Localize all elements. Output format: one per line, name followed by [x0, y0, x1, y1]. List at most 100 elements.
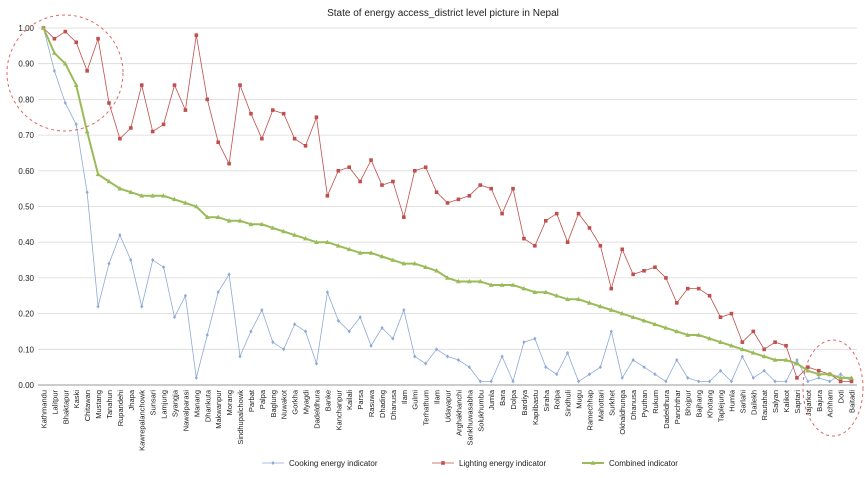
- data-point: [762, 347, 766, 352]
- data-point: [379, 253, 385, 259]
- data-point: [576, 379, 581, 384]
- data-point: [652, 321, 658, 327]
- data-point: [129, 126, 133, 130]
- data-point: [510, 282, 516, 287]
- data-point: [653, 265, 657, 269]
- data-point: [817, 375, 821, 380]
- data-point: [347, 329, 351, 334]
- series-layer: [41, 25, 854, 384]
- data-point: [423, 264, 429, 269]
- data-point: [150, 129, 155, 134]
- data-point: [391, 336, 395, 341]
- data-point: [260, 308, 264, 313]
- data-point: [336, 318, 340, 323]
- data-point: [227, 272, 231, 277]
- data-point: [161, 122, 166, 127]
- y-tick-label: 0.50: [18, 203, 34, 212]
- x-tick-label: Nawalparasi: [181, 390, 190, 432]
- data-point: [96, 304, 100, 309]
- y-tick-label: 0.90: [18, 60, 34, 69]
- data-point: [73, 82, 79, 87]
- data-point: [292, 232, 298, 237]
- data-point: [314, 361, 319, 366]
- data-point: [816, 368, 821, 373]
- data-point: [324, 239, 330, 244]
- data-point: [74, 122, 78, 127]
- data-point: [95, 171, 101, 177]
- data-point: [303, 144, 308, 148]
- y-tick-label: 0.10: [18, 345, 34, 354]
- data-point: [707, 293, 712, 298]
- data-point: [576, 211, 581, 216]
- data-point: [685, 286, 690, 291]
- x-axis: Kathmandu Lalitpur Bhaktapur Kaski Chitawan M…: [39, 389, 856, 451]
- data-point: [194, 375, 198, 380]
- data-point: [576, 296, 581, 302]
- data-point: [347, 165, 352, 170]
- data-point: [795, 358, 799, 363]
- legend-label: Combined indicator: [609, 459, 678, 468]
- data-point: [107, 261, 111, 266]
- x-tick-label: Jhapa: [127, 389, 136, 410]
- data-point: [423, 165, 428, 170]
- data-point: [183, 200, 188, 205]
- data-point: [751, 329, 756, 334]
- x-tick-label: Kapilbastu: [531, 390, 540, 425]
- data-point: [96, 36, 100, 41]
- x-tick-label: Bhojpur: [684, 390, 693, 416]
- data-point: [335, 243, 341, 248]
- x-tick-label: Dolpa: [509, 389, 518, 409]
- data-point: [161, 265, 166, 270]
- data-point: [238, 83, 242, 87]
- data-point: [227, 161, 231, 166]
- x-tick-label: Khotang: [706, 390, 715, 418]
- data-point: [139, 83, 144, 87]
- data-point: [707, 335, 712, 341]
- data-point: [150, 193, 156, 198]
- x-tick-label: Siraha: [542, 389, 551, 412]
- x-tick-label: Makwanpur: [214, 390, 223, 429]
- x-tick-label: Solukhumbu: [476, 390, 485, 432]
- data-point: [718, 339, 723, 344]
- data-point: [434, 347, 439, 352]
- x-tick-label: Bajura: [815, 389, 824, 412]
- x-tick-label: Tanahun: [105, 390, 114, 419]
- data-point: [259, 221, 265, 227]
- x-tick-label: Ilam: [433, 390, 442, 404]
- data-point: [609, 329, 613, 334]
- x-tick-label: Dadeldhura: [662, 389, 671, 429]
- data-point: [172, 315, 177, 320]
- legend-label: Lighting energy indicator: [459, 459, 547, 468]
- data-point: [51, 50, 57, 55]
- data-point: [205, 333, 209, 338]
- data-point: [84, 128, 90, 134]
- x-tick-label: Banke: [323, 390, 332, 411]
- data-point: [686, 375, 690, 380]
- data-point: [587, 300, 592, 305]
- x-tick-label: Baitadi: [848, 390, 857, 413]
- data-point: [489, 186, 493, 191]
- x-tick-label: Kanchanpur: [334, 390, 343, 431]
- legend-item: Cooking energy indicator: [262, 459, 378, 468]
- data-point: [270, 225, 276, 230]
- data-point: [522, 236, 526, 241]
- data-point: [849, 379, 854, 384]
- data-point: [511, 379, 515, 384]
- data-point: [587, 372, 592, 377]
- data-point: [620, 375, 624, 380]
- x-tick-label: Kalikot: [782, 389, 791, 412]
- y-tick-label: 0.80: [18, 95, 34, 104]
- x-tick-label: Humla: [727, 389, 736, 412]
- data-point: [193, 203, 199, 209]
- data-point: [620, 247, 625, 252]
- data-point: [697, 379, 701, 384]
- data-point: [380, 325, 384, 330]
- chart-title: State of energy access_district level pi…: [327, 8, 559, 19]
- data-point: [849, 375, 854, 380]
- legend-marker: [590, 460, 596, 465]
- x-tick-label: Surkhet: [607, 389, 616, 416]
- data-point: [140, 304, 144, 309]
- x-tick-label: Dailekh: [749, 390, 758, 415]
